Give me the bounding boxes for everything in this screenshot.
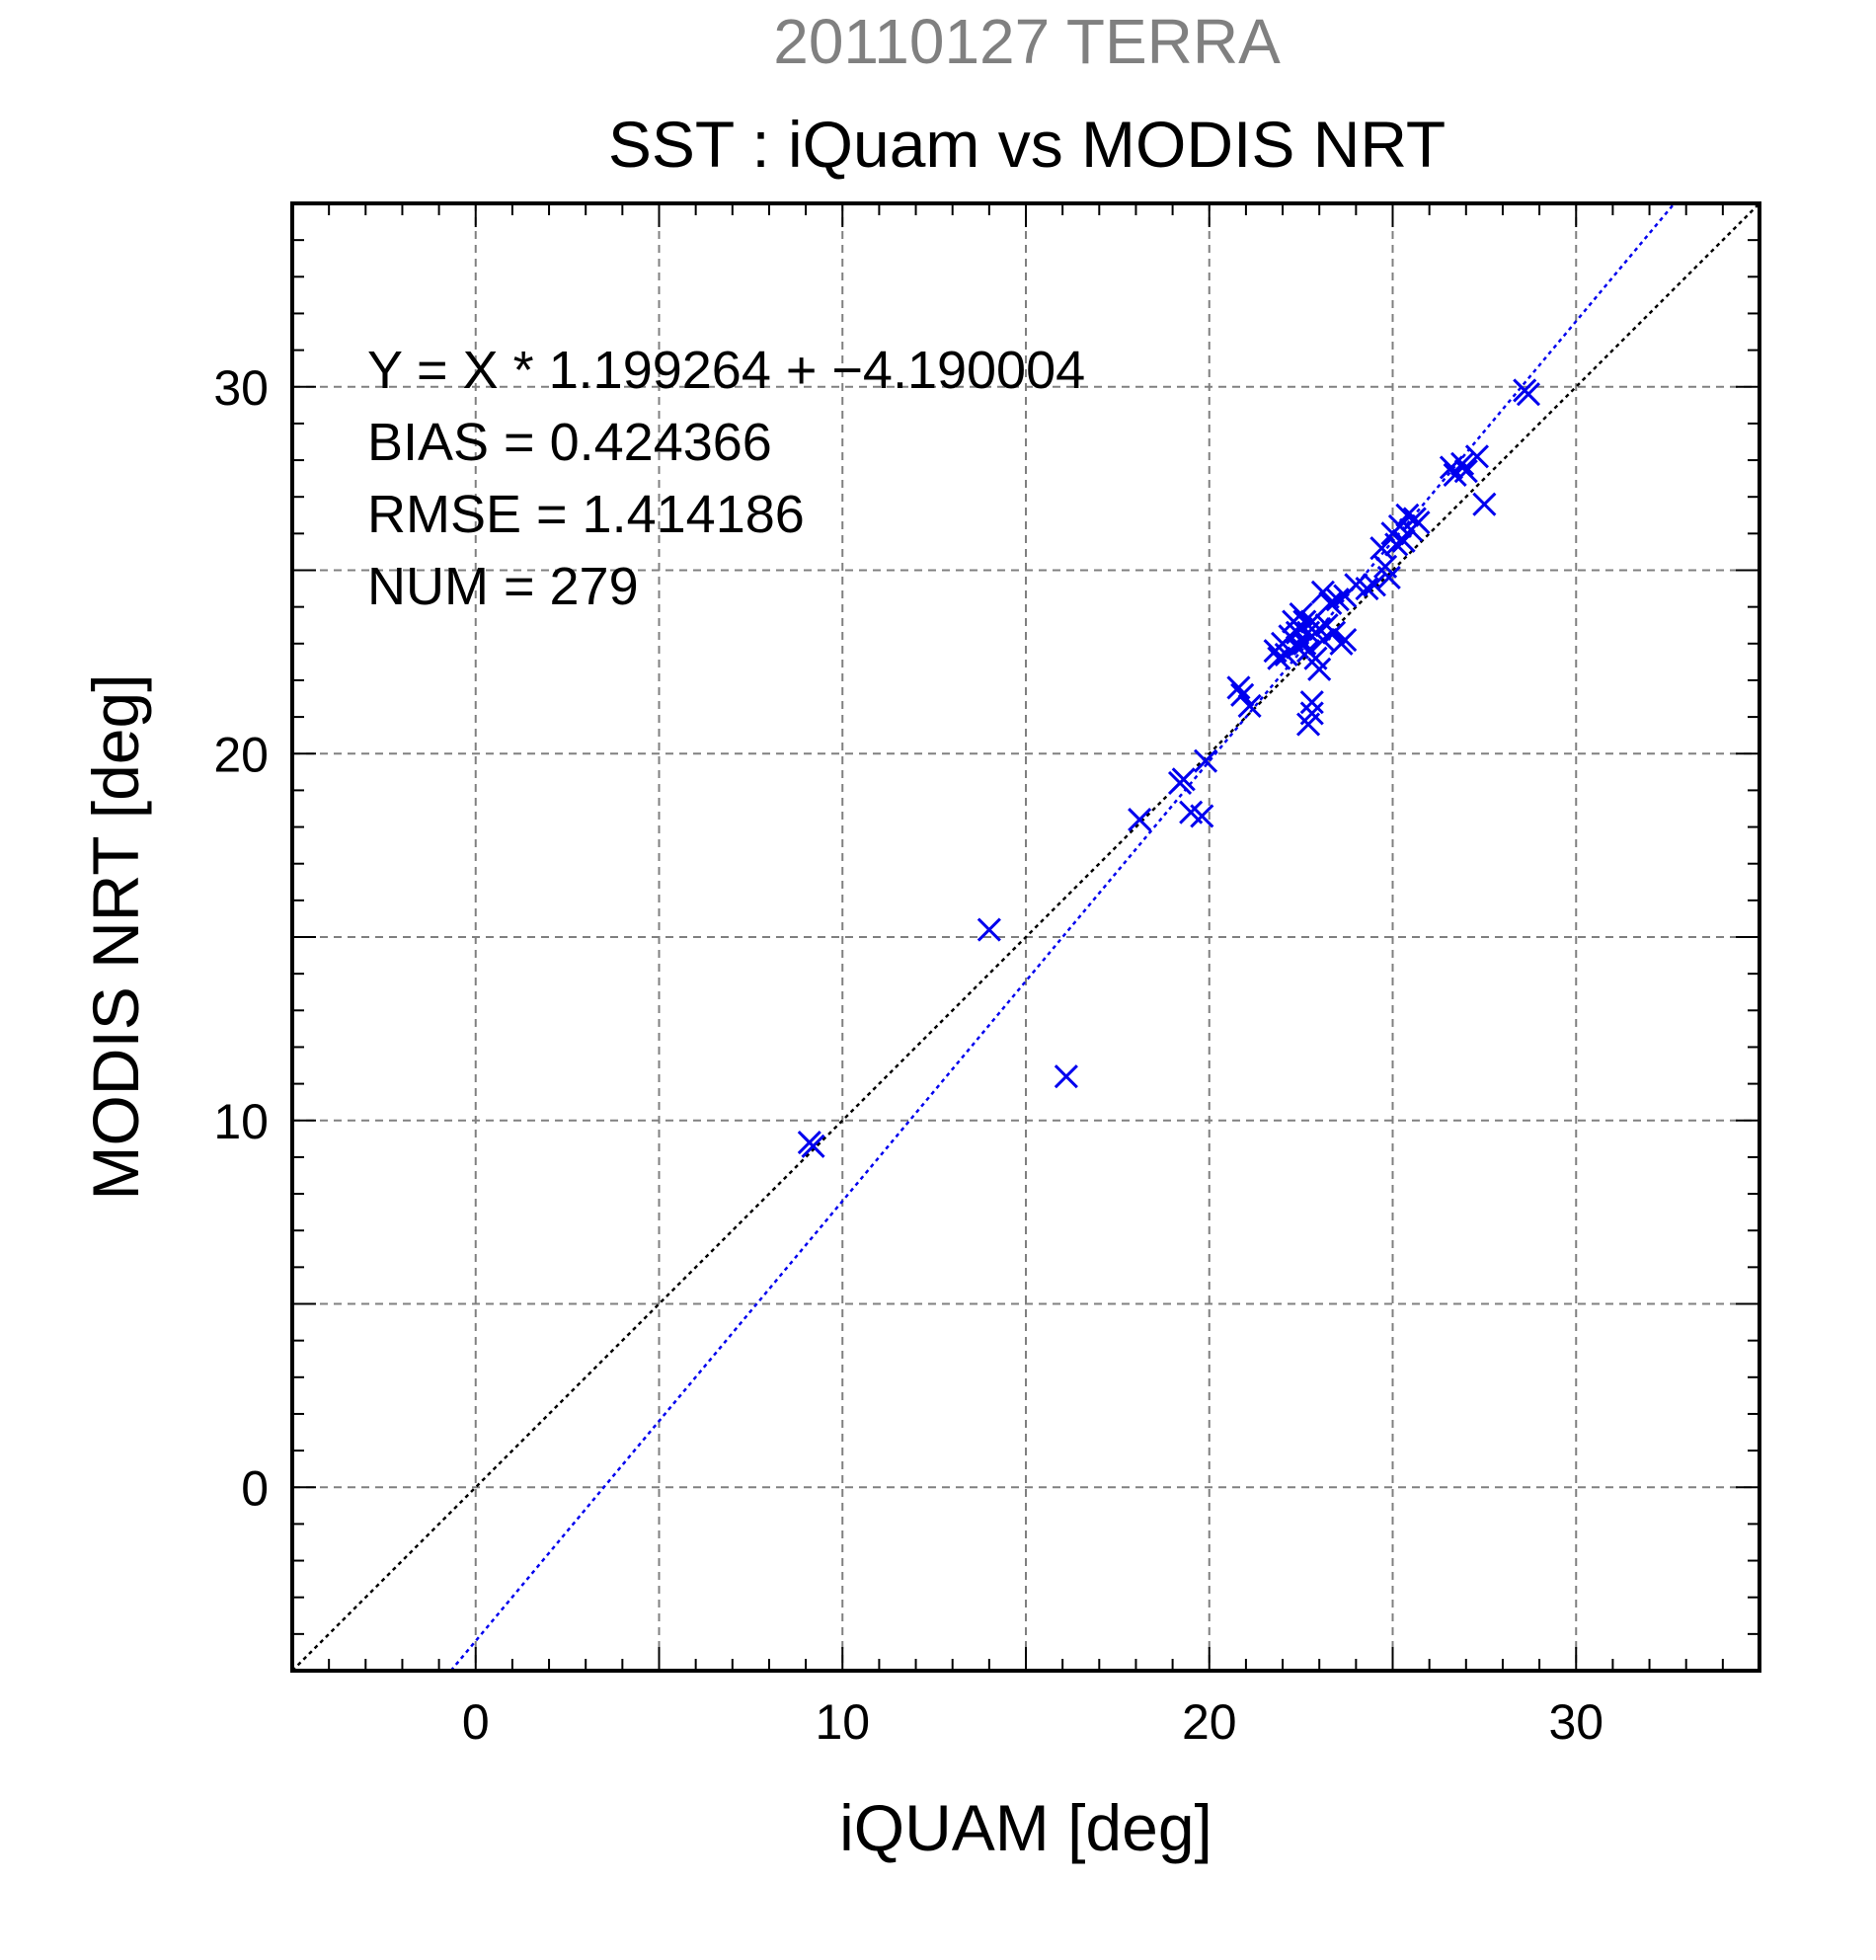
- reference-lines: [291, 202, 1760, 1672]
- regression-line: [449, 202, 1676, 1672]
- x-tick-label: 10: [815, 1694, 870, 1750]
- data-point: [1355, 577, 1379, 601]
- x-tick-label: 0: [462, 1694, 490, 1750]
- x-tick-label: 20: [1182, 1694, 1237, 1750]
- y-axis-label: MODIS NRT [deg]: [79, 673, 152, 1200]
- x-axis-label: iQUAM [deg]: [839, 1791, 1212, 1864]
- statistics-box: Y = X * 1.199264 + −4.190004 BIAS = 0.424…: [367, 341, 1085, 616]
- stat-line: NUM = 279: [367, 557, 639, 616]
- y-tick-label: 20: [213, 727, 269, 782]
- data-point: [1307, 657, 1332, 681]
- data-point: [1450, 451, 1475, 476]
- data-point: [1230, 682, 1255, 707]
- data-point: [1299, 701, 1324, 726]
- data-point: [1274, 642, 1298, 667]
- data-point: [1406, 510, 1431, 535]
- data-point: [1310, 628, 1335, 653]
- data-point: [1193, 748, 1218, 773]
- data-point: [1289, 616, 1313, 642]
- data-point: [1333, 628, 1358, 653]
- data-point: [1171, 767, 1196, 792]
- data-point: [1190, 804, 1214, 828]
- data-point: [1453, 459, 1478, 484]
- data-point: [1321, 620, 1347, 645]
- data-point: [1376, 565, 1401, 589]
- data-point: [1362, 573, 1386, 597]
- stat-line: RMSE = 1.414186: [367, 485, 805, 544]
- chart-title: SST : iQuam vs MODIS NRT: [608, 108, 1446, 181]
- chart-suptitle: 20110127 TERRA: [773, 6, 1281, 77]
- data-point: [1472, 492, 1497, 516]
- data-point: [1516, 382, 1541, 407]
- tick-labels: 0 10 20 30 0 10 20 30: [213, 360, 1603, 1750]
- data-point: [1369, 536, 1394, 561]
- data-points: [797, 378, 1541, 1158]
- data-point: [1395, 503, 1420, 527]
- data-point: [1464, 444, 1490, 469]
- stat-line: Y = X * 1.199264 + −4.190004: [367, 341, 1085, 400]
- data-point: [1237, 693, 1262, 719]
- y-tick-label: 0: [241, 1460, 269, 1516]
- data-point: [1299, 690, 1324, 715]
- data-point: [1391, 528, 1416, 553]
- data-point: [801, 1134, 825, 1158]
- data-point: [977, 917, 1001, 942]
- data-point: [1054, 1064, 1078, 1089]
- axis-ticks: [291, 202, 1760, 1672]
- stat-line: BIAS = 0.424366: [367, 413, 772, 472]
- data-point: [1128, 808, 1152, 832]
- data-point: [1318, 590, 1343, 615]
- data-point: [1267, 646, 1291, 670]
- data-point: [1325, 588, 1350, 612]
- y-tick-label: 10: [213, 1094, 269, 1149]
- data-point: [1226, 675, 1251, 700]
- x-tick-label: 30: [1548, 1694, 1603, 1750]
- one-to-one-line: [291, 202, 1760, 1672]
- data-point: [1310, 580, 1335, 604]
- y-tick-label: 30: [213, 360, 269, 416]
